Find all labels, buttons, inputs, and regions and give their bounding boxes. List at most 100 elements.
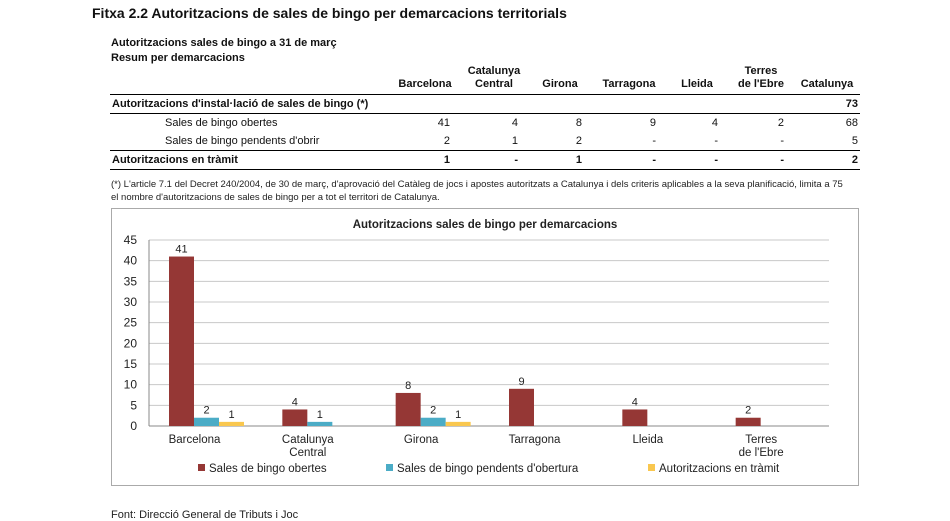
table-cell: -	[780, 134, 784, 147]
y-tick-label: 25	[124, 316, 138, 330]
chart-container: Autoritzacions sales de bingo per demarc…	[111, 208, 859, 486]
table-cell: 4	[711, 116, 718, 129]
bar	[735, 417, 761, 426]
table-cell: 41	[437, 116, 450, 129]
y-tick-label: 45	[124, 233, 138, 247]
row-label: Sales de bingo pendents d'obrir	[165, 134, 320, 147]
data-label: 2	[430, 405, 436, 417]
table-cell: 1	[443, 153, 450, 166]
y-tick-label: 40	[124, 254, 138, 268]
table-row: Sales de bingo obertes 41 4 8 9 4 2 68	[110, 114, 860, 133]
table-cell	[592, 95, 666, 114]
table-cell: 2	[851, 153, 858, 166]
table-cell: 1	[511, 134, 518, 147]
data-label: 1	[228, 409, 234, 421]
table-cell	[460, 95, 528, 114]
data-label: 8	[405, 380, 411, 392]
x-tick-label: Terres	[745, 434, 777, 446]
header-empty	[110, 64, 390, 95]
table-cell: -	[652, 134, 656, 147]
table-cell: 2	[575, 134, 582, 147]
table-cell: 68	[845, 116, 858, 129]
table-cell: 1	[575, 153, 582, 166]
table-row: Autoritzacions d'instal·lació de sales d…	[110, 95, 860, 114]
y-tick-label: 0	[130, 419, 137, 433]
header-lleida: Lleida	[681, 78, 713, 90]
data-label: 2	[745, 405, 751, 417]
data-label: 2	[203, 405, 209, 417]
table-cell: -	[714, 134, 718, 147]
header-girona: Girona	[542, 78, 578, 90]
row-label: Autoritzacions en tràmit	[112, 153, 238, 166]
table-cell: 2	[777, 116, 784, 129]
legend-label: Autoritzacions en tràmit	[659, 463, 780, 475]
legend-label: Sales de bingo pendents d'obertura	[397, 463, 579, 475]
bar	[282, 409, 308, 426]
table-cell: -	[714, 153, 718, 166]
bar	[622, 409, 648, 426]
data-label: 4	[632, 396, 638, 408]
table-cell	[528, 95, 592, 114]
data-label: 1	[455, 409, 461, 421]
table-cell: 2	[443, 134, 450, 147]
table-cell	[728, 95, 794, 114]
x-tick-label: Catalunya	[282, 434, 334, 446]
table-cell: 8	[575, 116, 582, 129]
header-catalunya-central: Catalunya Central	[467, 65, 521, 90]
x-tick-label: Barcelona	[169, 434, 221, 446]
bar-chart: Autoritzacions sales de bingo per demarc…	[124, 219, 829, 475]
data-label: 41	[175, 244, 187, 256]
x-tick-label: de l'Ebre	[739, 447, 784, 459]
table-title: Autoritzacions sales de bingo a 31 de ma…	[111, 36, 337, 66]
bar	[445, 421, 471, 426]
table-footnote: (*) L'article 7.1 del Decret 240/2004, d…	[111, 179, 843, 203]
bar	[420, 417, 446, 426]
source-note: Font: Direcció General de Tributs i Joc	[111, 509, 299, 521]
table-cell: -	[652, 153, 656, 166]
bar	[169, 256, 194, 426]
header-terres-ebre: Terres de l'Ebre	[737, 65, 785, 90]
table-title-line1: Autoritzacions sales de bingo a 31 de ma…	[111, 37, 337, 49]
table-row: Autoritzacions en tràmit 1 - 1 - - - 2	[110, 151, 860, 170]
header-catalunya: Catalunya	[800, 78, 854, 90]
table-cell: 5	[851, 134, 858, 147]
legend-swatch	[386, 464, 393, 471]
bar	[219, 421, 244, 426]
x-tick-label: Tarragona	[509, 434, 561, 446]
table-cell: -	[780, 153, 784, 166]
bar	[307, 421, 333, 426]
table-cell: 9	[649, 116, 656, 129]
x-tick-label: Lleida	[632, 434, 663, 446]
y-tick-label: 5	[130, 398, 137, 412]
legend-swatch	[648, 464, 655, 471]
table-header-row: Barcelona Catalunya Central Girona Tarrag…	[110, 64, 860, 95]
row-label: Autoritzacions d'instal·lació de sales d…	[112, 97, 369, 110]
bar	[509, 388, 534, 426]
legend-label: Sales de bingo obertes	[209, 463, 327, 475]
x-tick-label: Girona	[404, 434, 439, 446]
legend-swatch	[198, 464, 205, 471]
row-label: Sales de bingo obertes	[165, 116, 278, 129]
table-row: Sales de bingo pendents d'obrir 2 1 2 - …	[110, 132, 860, 151]
figure-title: Fitxa 2.2 Autoritzacions de sales de bin…	[92, 5, 567, 21]
y-tick-label: 10	[124, 378, 138, 392]
data-label: 4	[292, 396, 298, 408]
table-cell	[666, 95, 728, 114]
bar	[395, 392, 421, 426]
y-tick-label: 35	[124, 274, 138, 288]
bar	[194, 417, 219, 426]
table-cell: 73	[845, 97, 858, 110]
table-cell	[390, 95, 460, 114]
summary-table: Barcelona Catalunya Central Girona Tarrag…	[110, 64, 860, 170]
header-barcelona: Barcelona	[398, 78, 452, 90]
y-tick-label: 30	[124, 295, 138, 309]
header-tarragona: Tarragona	[602, 78, 656, 90]
y-tick-label: 20	[124, 336, 138, 350]
chart-title: Autoritzacions sales de bingo per demarc…	[353, 219, 618, 231]
data-label: 9	[518, 376, 524, 388]
table-cell: -	[514, 153, 518, 166]
table-cell: 4	[511, 116, 518, 129]
x-tick-label: Central	[289, 447, 326, 459]
y-tick-label: 15	[124, 357, 138, 371]
table-title-line2: Resum per demarcacions	[111, 52, 245, 64]
